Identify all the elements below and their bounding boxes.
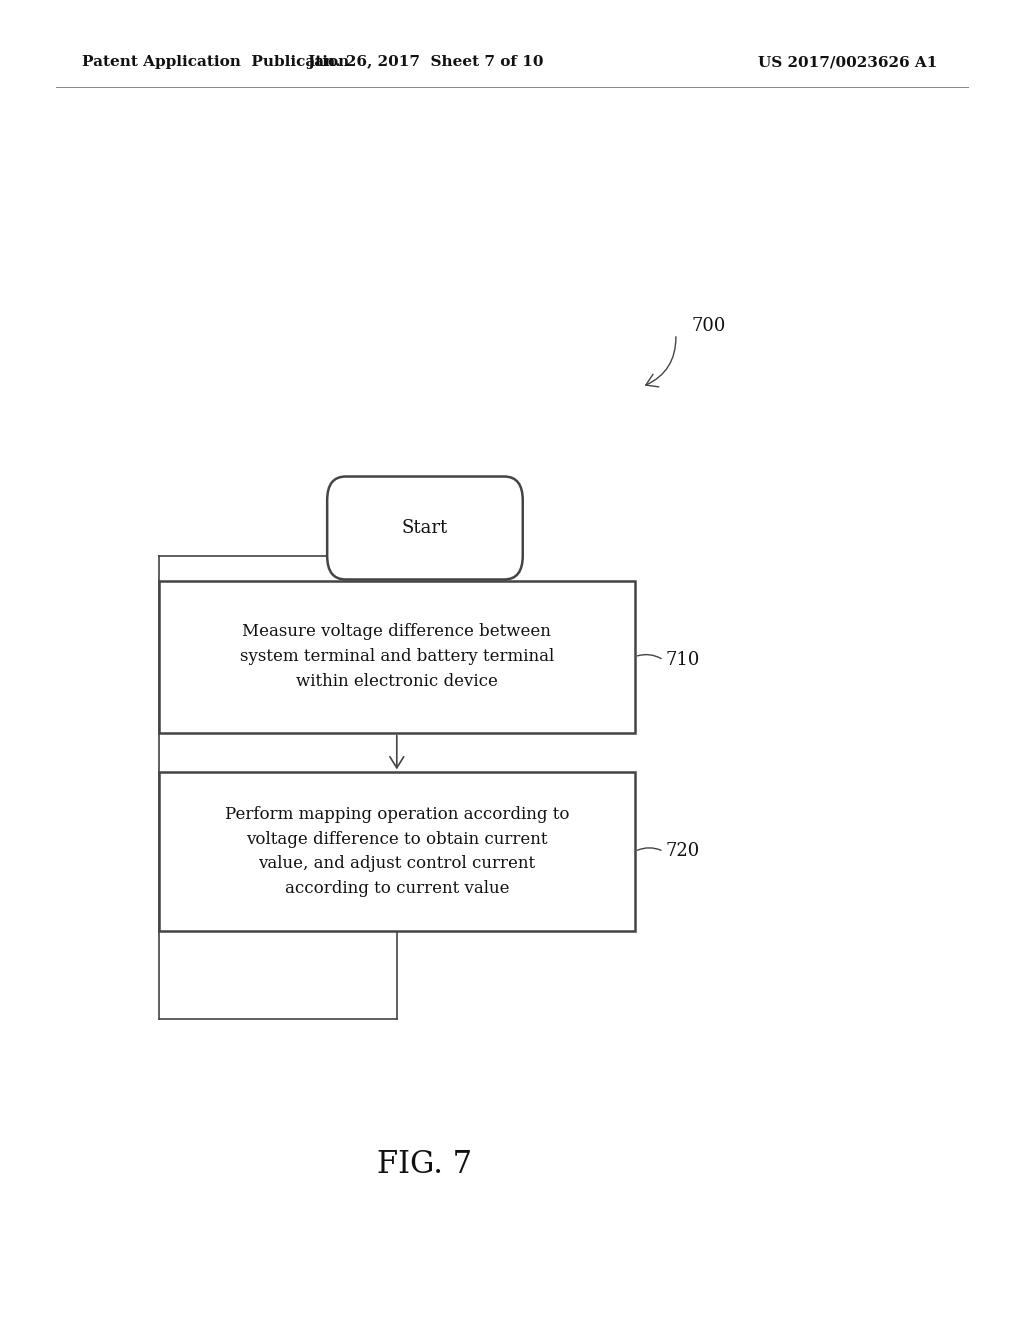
FancyArrowPatch shape xyxy=(637,847,662,850)
Text: Jan. 26, 2017  Sheet 7 of 10: Jan. 26, 2017 Sheet 7 of 10 xyxy=(307,55,543,69)
FancyArrowPatch shape xyxy=(646,337,676,387)
FancyArrowPatch shape xyxy=(638,655,662,659)
Text: Measure voltage difference between
system terminal and battery terminal
within e: Measure voltage difference between syste… xyxy=(240,623,554,690)
FancyArrowPatch shape xyxy=(390,558,403,577)
Text: 700: 700 xyxy=(691,317,726,335)
FancyBboxPatch shape xyxy=(327,477,522,579)
Text: US 2017/0023626 A1: US 2017/0023626 A1 xyxy=(758,55,937,69)
Text: Perform mapping operation according to
voltage difference to obtain current
valu: Perform mapping operation according to v… xyxy=(224,805,569,898)
Text: 720: 720 xyxy=(666,842,699,861)
Text: FIG. 7: FIG. 7 xyxy=(378,1148,472,1180)
Text: Patent Application  Publication: Patent Application Publication xyxy=(82,55,349,69)
Bar xyxy=(159,581,635,733)
FancyArrowPatch shape xyxy=(390,735,403,768)
Bar xyxy=(159,772,635,931)
Text: Start: Start xyxy=(401,519,449,537)
Text: 710: 710 xyxy=(666,651,700,669)
